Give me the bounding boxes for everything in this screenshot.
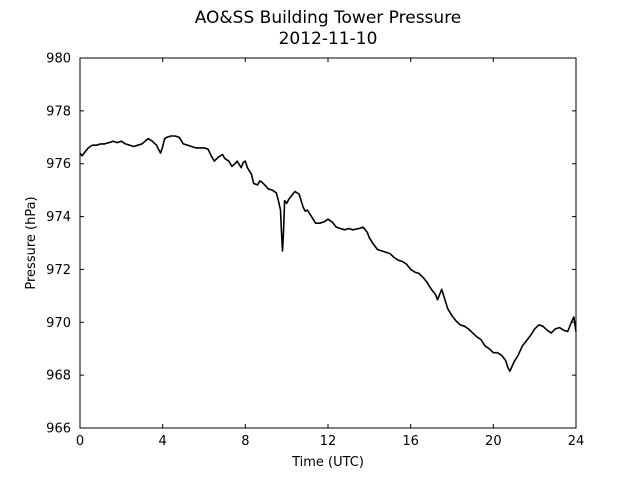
x-tick-label: 4	[159, 434, 167, 449]
x-tick-label: 24	[568, 434, 585, 449]
x-tick-label: 0	[76, 434, 84, 449]
axis-ticks: 0 4 8 12 16 20 24 966 968 970 972 974 976 978 980	[46, 52, 584, 450]
y-tick-label: 980	[46, 52, 71, 67]
series-line	[79, 135, 577, 372]
chart-title: AO&SS Building Tower Pressure	[194, 8, 462, 28]
x-tick-label: 16	[402, 434, 419, 449]
y-axis-label: Pressure (hPa)	[24, 196, 39, 289]
plot-frame	[79, 57, 577, 429]
y-tick-label: 968	[46, 369, 71, 384]
chart-subtitle: 2012-11-10	[278, 29, 378, 49]
x-tick-label: 20	[485, 434, 502, 449]
y-tick-label: 974	[46, 210, 71, 225]
y-tick-label: 972	[46, 263, 71, 278]
y-tick-label: 976	[46, 157, 71, 172]
x-axis-label: Time (UTC)	[291, 455, 364, 470]
x-tick-label: 8	[241, 434, 249, 449]
x-tick-label: 12	[320, 434, 337, 449]
y-tick-label: 966	[46, 422, 71, 437]
y-tick-label: 978	[46, 104, 71, 119]
y-tick-label: 970	[46, 316, 71, 331]
